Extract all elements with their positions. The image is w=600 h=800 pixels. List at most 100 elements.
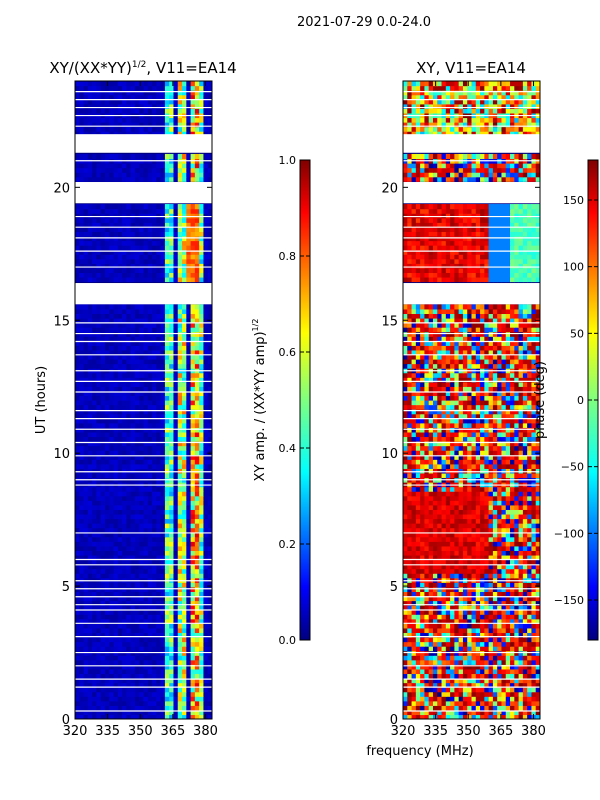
amplitude-cell: [160, 167, 166, 173]
amplitude-cell: [126, 358, 132, 365]
x-tick-label: 365: [160, 724, 185, 739]
amplitude-cell: [79, 409, 85, 415]
phase-cell: [407, 659, 413, 665]
amplitude-cell: [186, 117, 192, 123]
amplitude-cell: [130, 513, 136, 520]
amplitude-cell: [164, 468, 170, 474]
amplitude-cell: [96, 226, 102, 232]
amplitude-cell: [83, 226, 89, 232]
amplitude-cell: [109, 632, 115, 638]
phase-cell: [488, 636, 494, 643]
amplitude-cell: [79, 272, 85, 278]
amplitude-cell: [182, 500, 187, 506]
amplitude-cell: [199, 441, 205, 447]
phase-cell: [518, 691, 524, 697]
amplitude-cell: [186, 486, 192, 492]
amplitude-cell: [122, 409, 127, 415]
phase-cell: [501, 632, 507, 638]
amplitude-cell: [147, 573, 153, 579]
amplitude-cell: [147, 163, 153, 169]
amplitude-cell: [126, 700, 132, 706]
amplitude-cell: [199, 418, 205, 424]
amplitude-cell: [96, 504, 102, 510]
phase-cell: [501, 677, 507, 684]
amplitude-cell: [182, 349, 187, 356]
amplitude-cell: [190, 454, 196, 460]
amplitude-cell: [109, 322, 115, 328]
amplitude-cell: [152, 386, 157, 392]
amplitude-cell: [87, 131, 93, 137]
amplitude-cell: [182, 213, 187, 219]
amplitude-cell: [139, 650, 145, 656]
amplitude-cell: [100, 222, 106, 228]
amplitude-cell: [173, 431, 179, 438]
amplitude-cell: [190, 395, 196, 401]
amplitude-cell: [75, 527, 80, 533]
amplitude-cell: [109, 450, 115, 456]
amplitude-cell: [199, 573, 205, 579]
amplitude-cell: [100, 564, 106, 570]
phase-cell: [492, 655, 498, 661]
amplitude-cell: [147, 331, 153, 337]
amplitude-cell: [190, 641, 196, 647]
amplitude-cell: [87, 400, 93, 406]
phase-cell: [514, 687, 520, 693]
amplitude-cell: [203, 532, 209, 538]
phase-cell: [531, 618, 537, 624]
amplitude-cell: [130, 308, 136, 315]
amplitude-cell: [96, 276, 102, 283]
amplitude-cell: [186, 673, 192, 679]
amplitude-cell: [207, 176, 212, 182]
amplitude-cell: [104, 450, 110, 456]
phase-cell: [411, 677, 417, 684]
phase-cell: [471, 600, 477, 606]
amplitude-cell: [96, 463, 102, 469]
amplitude-cell: [152, 513, 157, 520]
phase-cell: [450, 659, 455, 665]
phase-cell: [475, 677, 481, 684]
phase-cell: [488, 687, 494, 693]
amplitude-cell: [160, 673, 166, 679]
amplitude-cell: [164, 172, 170, 178]
amplitude-cell: [117, 217, 123, 223]
amplitude-cell: [169, 541, 175, 547]
phase-cell: [454, 655, 460, 661]
amplitude-cell: [152, 618, 157, 624]
amplitude-cell: [182, 358, 187, 365]
amplitude-cell: [169, 463, 175, 469]
amplitude-cell: [87, 463, 93, 469]
amplitude-cell: [79, 463, 85, 469]
amplitude-cell: [156, 395, 162, 401]
amplitude-cell: [126, 163, 132, 169]
amplitude-cell: [173, 655, 179, 661]
amplitude-cell: [203, 358, 209, 365]
phase-cell: [428, 709, 434, 716]
amplitude-cell: [199, 358, 205, 365]
amplitude-cell: [117, 682, 123, 688]
amplitude-cell: [139, 600, 145, 606]
amplitude-cell: [186, 677, 192, 684]
amplitude-cell: [104, 564, 110, 570]
amplitude-cell: [130, 431, 136, 438]
amplitude-cell: [152, 632, 157, 638]
phase-cell: [432, 632, 438, 638]
amplitude-cell: [199, 586, 205, 592]
amplitude-cell: [164, 605, 170, 611]
amplitude-cell: [122, 582, 127, 588]
amplitude-cell: [203, 245, 209, 251]
phase-cell: [484, 655, 490, 661]
amplitude-cell: [117, 390, 123, 397]
amplitude-cell: [156, 217, 162, 223]
amplitude-cell: [83, 700, 89, 706]
phase-cell: [518, 605, 524, 611]
phase-cell: [480, 705, 485, 711]
phase-cell: [454, 696, 460, 702]
phase-cell: [437, 618, 443, 624]
amplitude-cell: [190, 240, 196, 246]
amplitude-cell: [147, 240, 153, 246]
amplitude-cell: [126, 573, 132, 579]
amplitude-cell: [113, 349, 119, 356]
amplitude-cell: [130, 404, 136, 410]
amplitude-cell: [130, 691, 136, 697]
amplitude-cell: [96, 304, 102, 310]
